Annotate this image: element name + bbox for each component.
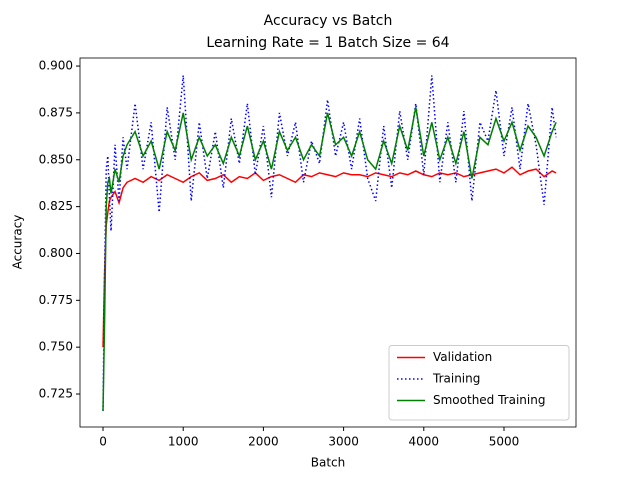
x-tick-label: 3000: [328, 435, 359, 449]
chart-subtitle: Learning Rate = 1 Batch Size = 64: [206, 35, 449, 51]
y-tick-label: 0.875: [39, 105, 73, 119]
legend-label: Smoothed Training: [433, 393, 545, 407]
y-tick-label: 0.900: [39, 59, 73, 73]
series-line: [102, 107, 557, 411]
y-tick-label: 0.825: [39, 199, 73, 213]
chart-title: Accuracy vs Batch: [264, 13, 393, 29]
x-tick-label: 4000: [409, 435, 440, 449]
y-axis-label: Accuracy: [11, 215, 25, 270]
y-tick-label: 0.800: [39, 246, 73, 260]
y-tick-label: 0.775: [39, 293, 73, 307]
legend-label: Training: [432, 372, 480, 386]
y-tick-label: 0.750: [39, 340, 73, 354]
legend-label: Validation: [433, 350, 492, 364]
series-line: [102, 75, 557, 411]
x-axis-label: Batch: [311, 456, 346, 470]
legend-box: [388, 345, 570, 421]
plot-frame: [79, 57, 577, 428]
y-tick-label: 0.725: [39, 387, 73, 401]
x-tick-label: 5000: [489, 435, 520, 449]
series-line: [102, 166, 557, 348]
x-tick-label: 2000: [248, 435, 279, 449]
x-tick-label: 1000: [168, 435, 199, 449]
x-tick-label: 0: [99, 435, 107, 449]
y-tick-label: 0.850: [39, 152, 73, 166]
